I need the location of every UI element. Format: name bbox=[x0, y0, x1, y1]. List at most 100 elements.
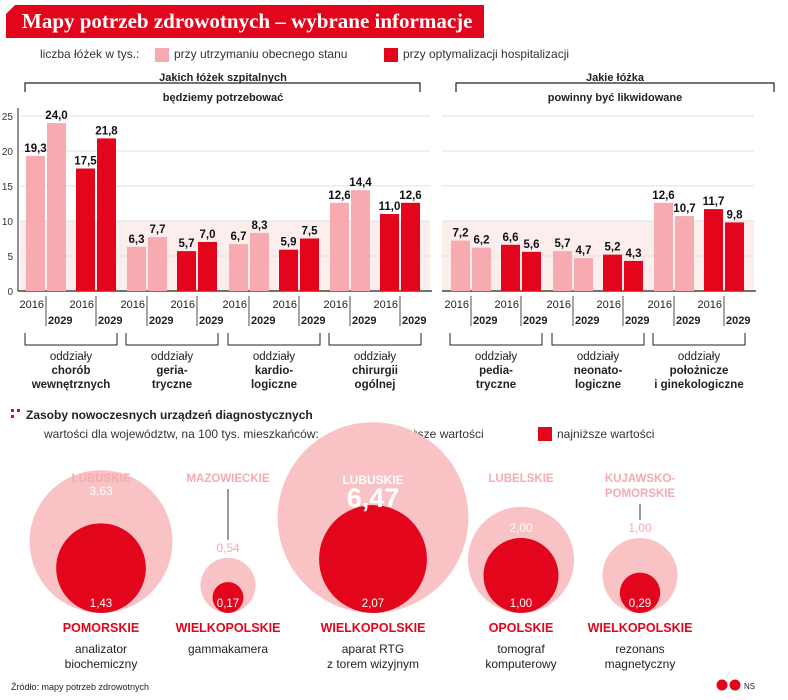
bar-a2016 bbox=[26, 155, 45, 291]
bullet-dot bbox=[11, 415, 14, 418]
bar-b2029 bbox=[522, 251, 541, 291]
x-year-label-2029: 2029 bbox=[48, 315, 72, 327]
x-year-label-2029: 2029 bbox=[402, 315, 426, 327]
bar-value-label: 9,8 bbox=[727, 209, 744, 221]
x-year-label-2029: 2029 bbox=[251, 315, 275, 327]
high-region-label: MAZOWIECKIE bbox=[186, 473, 269, 485]
bar-a2016 bbox=[127, 246, 146, 291]
bar-value-label: 12,6 bbox=[399, 190, 421, 202]
x-year-label-2029: 2029 bbox=[301, 315, 325, 327]
group-label-bold: tryczne bbox=[476, 379, 516, 391]
bar-value-label: 6,7 bbox=[231, 231, 247, 243]
y-tick-label: 0 bbox=[7, 287, 13, 298]
bar-value-label: 5,7 bbox=[179, 238, 195, 250]
x-year-label-2016: 2016 bbox=[70, 299, 94, 311]
device-name: biochemiczny bbox=[65, 657, 138, 671]
x-year-label-2016: 2016 bbox=[121, 299, 145, 311]
group-bracket bbox=[449, 333, 543, 346]
high-value-label: 3,63 bbox=[89, 484, 113, 498]
x-year-label-2016: 2016 bbox=[273, 299, 297, 311]
group-label: oddziały bbox=[253, 351, 295, 363]
y-tick-label: 15 bbox=[2, 182, 14, 193]
group-label-bold: logiczne bbox=[575, 379, 621, 391]
group-bracket bbox=[551, 333, 645, 346]
x-year-label-2016: 2016 bbox=[20, 299, 44, 311]
bar-value-label: 5,6 bbox=[524, 239, 540, 251]
high-value-label: 1,00 bbox=[628, 521, 652, 535]
bar-value-label: 12,6 bbox=[652, 190, 674, 202]
device-name: analizator bbox=[75, 642, 127, 656]
x-year-label-2029: 2029 bbox=[199, 315, 223, 327]
legend-low: najniższe wartości bbox=[557, 427, 654, 441]
bar-value-label: 5,2 bbox=[605, 242, 621, 254]
group-bracket bbox=[328, 333, 422, 346]
group-label-bold: położnicze bbox=[670, 365, 729, 377]
x-year-label-2029: 2029 bbox=[149, 315, 173, 327]
bar-b2029 bbox=[725, 222, 744, 291]
y-tick-label: 5 bbox=[7, 252, 13, 263]
high-region-label: LUBUSKIE bbox=[72, 473, 131, 485]
group-label-bold: chirurgii bbox=[352, 365, 398, 377]
bar-value-label: 21,8 bbox=[95, 125, 118, 137]
device-name: gammakamera bbox=[188, 642, 268, 656]
low-value-label: 0,17 bbox=[217, 598, 239, 610]
x-year-label-2016: 2016 bbox=[698, 299, 722, 311]
bar-a2016 bbox=[451, 240, 470, 291]
bar-b2016 bbox=[177, 251, 196, 291]
group-label: oddziały bbox=[475, 351, 517, 363]
circle-lowest bbox=[56, 523, 146, 613]
bar-value-label: 8,3 bbox=[252, 220, 268, 232]
x-year-label-2029: 2029 bbox=[352, 315, 376, 327]
bar-value-label: 4,3 bbox=[626, 248, 642, 260]
group-bracket bbox=[652, 333, 746, 346]
bar-a2016 bbox=[553, 251, 572, 291]
group-bracket bbox=[125, 333, 219, 346]
low-region-label: WIELKOPOLSKIE bbox=[176, 621, 281, 635]
group-bracket bbox=[24, 333, 118, 346]
bar-a2016 bbox=[229, 244, 248, 291]
legend-swatch-low bbox=[538, 427, 552, 441]
circle-lowest bbox=[319, 505, 427, 613]
bar-value-label: 5,9 bbox=[281, 237, 297, 249]
bar-a2029 bbox=[675, 216, 694, 291]
y-tick-label: 20 bbox=[2, 147, 14, 158]
x-year-label-2029: 2029 bbox=[726, 315, 750, 327]
legend-swatch-optimized bbox=[384, 48, 398, 62]
x-year-label-2029: 2029 bbox=[575, 315, 599, 327]
high-value-label: 2,00 bbox=[509, 521, 533, 535]
bar-b2016 bbox=[279, 249, 298, 291]
bar-b2016 bbox=[380, 214, 399, 291]
group-label: oddziały bbox=[354, 351, 396, 363]
group-label-bold: geria- bbox=[156, 365, 187, 377]
bar-a2029 bbox=[250, 232, 269, 291]
bullet-dot bbox=[11, 409, 14, 412]
circle-lowest bbox=[212, 582, 244, 613]
x-year-label-2029: 2029 bbox=[523, 315, 547, 327]
bar-a2029 bbox=[472, 247, 491, 291]
high-region-label: POMORSKIE bbox=[605, 488, 676, 500]
bar-b2016 bbox=[603, 254, 622, 291]
device-name: z torem wizyjnym bbox=[327, 657, 419, 671]
bar-a2029 bbox=[148, 237, 167, 291]
group-label: oddziały bbox=[50, 351, 92, 363]
device-name: tomograf bbox=[497, 642, 545, 656]
bar-a2016 bbox=[654, 202, 673, 291]
section-left-bracket bbox=[24, 82, 421, 92]
bar-value-label: 4,7 bbox=[576, 245, 592, 257]
bar-b2016 bbox=[704, 209, 723, 291]
x-year-label-2029: 2029 bbox=[625, 315, 649, 327]
device-name: komputerowy bbox=[485, 657, 556, 671]
bar-value-label: 10,7 bbox=[673, 203, 695, 215]
group-label-bold: i ginekologiczne bbox=[654, 379, 743, 391]
x-year-label-2029: 2029 bbox=[98, 315, 122, 327]
group-bracket bbox=[227, 333, 321, 346]
bar-value-label: 11,0 bbox=[379, 201, 401, 213]
x-year-label-2016: 2016 bbox=[324, 299, 348, 311]
high-region-label: LUBUSKIE bbox=[342, 473, 403, 487]
bar-value-label: 7,0 bbox=[200, 229, 216, 241]
group-label-bold: ogólnej bbox=[355, 379, 396, 391]
group-label-bold: kardio- bbox=[255, 365, 294, 377]
bar-a2029 bbox=[351, 190, 370, 291]
bar-b2016 bbox=[76, 168, 95, 291]
source-note: Źródło: mapy potrzeb zdrowotnych bbox=[11, 682, 149, 692]
